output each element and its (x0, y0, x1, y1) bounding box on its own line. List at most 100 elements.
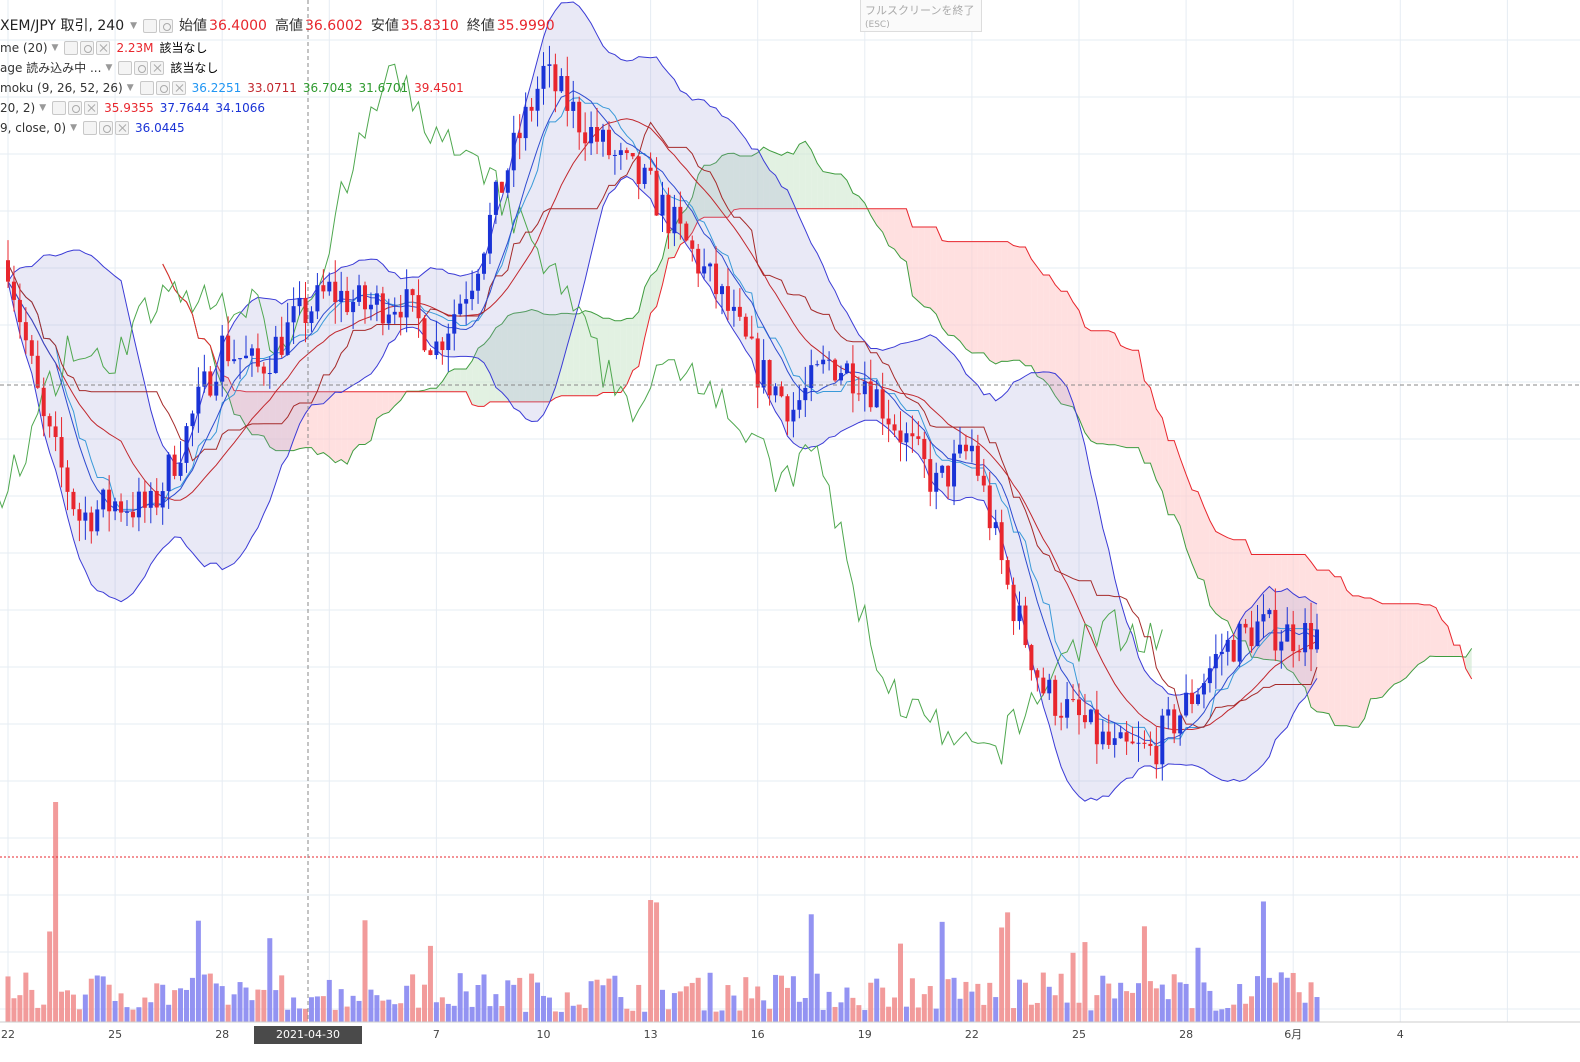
candle-body (374, 293, 379, 305)
chevron-down-icon[interactable]: ▼ (51, 43, 59, 53)
volume-bar (814, 973, 820, 1022)
legend-symbol[interactable]: XEM/JPY 取引, 240 (0, 18, 125, 34)
eye-icon[interactable] (139, 81, 154, 95)
candle-body (470, 290, 475, 300)
candle-body (95, 509, 100, 532)
candle-body (166, 454, 171, 492)
gear-icon[interactable] (159, 19, 174, 33)
volume-bar (1260, 901, 1266, 1022)
ichimoku-cloud (263, 391, 270, 447)
volume-bar (838, 1002, 844, 1022)
close-icon[interactable] (171, 81, 186, 95)
chevron-down-icon[interactable]: ▼ (70, 123, 78, 133)
eye-icon[interactable] (118, 61, 133, 75)
candle-body (648, 167, 653, 171)
volume-bar (939, 921, 945, 1022)
candle-body (684, 223, 689, 241)
gear-icon[interactable] (134, 61, 149, 75)
chevron-down-icon[interactable]: ▼ (126, 83, 134, 93)
volume-bar (1136, 983, 1141, 1022)
candle-body (833, 359, 838, 381)
candle-body (41, 387, 46, 417)
close-icon[interactable] (150, 61, 165, 75)
gear-icon[interactable] (155, 81, 170, 95)
volume-bar (523, 1011, 529, 1022)
candle-body (130, 511, 135, 518)
ichimoku-cloud (1424, 604, 1431, 662)
volume-bar (505, 980, 511, 1022)
volume-bar (1153, 988, 1159, 1022)
bollinger-name[interactable]: 20, 2) (0, 101, 36, 115)
chevron-down-icon[interactable]: ▼ (105, 63, 113, 73)
candle-body (725, 286, 730, 311)
ichimoku-cloud (430, 388, 437, 392)
volume-bar (41, 1004, 47, 1022)
gear-icon[interactable] (99, 121, 114, 135)
eye-icon[interactable] (83, 121, 98, 135)
gear-icon[interactable] (68, 101, 83, 115)
candle-body (208, 371, 213, 396)
chevron-down-icon[interactable]: ▼ (39, 103, 47, 113)
volume-bar (868, 982, 874, 1022)
candle-body (386, 314, 391, 324)
ichimoku-cloud (1013, 245, 1020, 361)
volume-bar (499, 1006, 505, 1022)
eye-icon[interactable] (64, 41, 79, 55)
volume-bar (731, 995, 737, 1022)
volume-bar (1302, 1002, 1308, 1022)
volume-bar (23, 972, 29, 1022)
candle-body (1237, 623, 1242, 662)
candle-body (517, 132, 522, 139)
eye-icon[interactable] (143, 19, 158, 33)
bollinger-band-fill (8, 2, 1317, 802)
volume-name[interactable]: me (20) (0, 41, 48, 55)
volume-bar (1231, 1004, 1237, 1022)
candle-body (577, 101, 582, 133)
volume-bar (558, 1011, 564, 1022)
volume-bar (344, 1006, 350, 1022)
ichimoku-cloud (971, 241, 978, 353)
volume-bar (594, 979, 600, 1022)
close-icon[interactable] (84, 101, 99, 115)
candle-body (1130, 741, 1135, 744)
ichimoku-cloud (692, 174, 699, 233)
ma-name[interactable]: 9, close, 0) (0, 121, 67, 135)
volume-bar (1308, 982, 1314, 1022)
candle-body (1297, 651, 1302, 653)
close-icon[interactable] (115, 121, 130, 135)
ichimoku-name[interactable]: moku (9, 26, 52, 26) (0, 81, 123, 95)
ichimoku-cloud (460, 369, 467, 392)
candle-body (1243, 623, 1248, 628)
candle-body (535, 88, 540, 111)
eye-icon[interactable] (52, 101, 67, 115)
chevron-down-icon[interactable]: ▼ (130, 21, 138, 31)
close-icon[interactable] (96, 41, 111, 55)
ichimoku-cloud (531, 309, 538, 402)
gear-icon[interactable] (80, 41, 95, 55)
candle-body (636, 156, 641, 185)
candle-body (1005, 560, 1010, 585)
candle-body (880, 389, 885, 419)
ichimoku-cloud (1037, 266, 1044, 380)
ichimoku-cloud (603, 318, 609, 393)
ichimoku-cloud (882, 208, 889, 246)
volume-bar (1052, 995, 1058, 1022)
fullscreen-exit-tooltip: フルスクリーンを終了 (ESC) (860, 0, 982, 32)
ichimoku-cloud (948, 241, 955, 336)
average-name[interactable]: age 読み込み中 ... (0, 61, 102, 75)
volume-bar (576, 1004, 582, 1022)
candle-body (1071, 699, 1076, 701)
candle-body (963, 444, 968, 452)
volume-bar (148, 1002, 154, 1022)
ichimoku-cloud (668, 227, 675, 259)
ichimoku-cloud (234, 390, 241, 416)
ichimoku-cloud (751, 152, 758, 209)
ichimoku-cloud (299, 391, 306, 449)
candle-body (285, 322, 290, 355)
volume-bar (636, 984, 642, 1022)
candle-body (107, 489, 112, 512)
candle-body (612, 154, 617, 156)
ichimoku-cloud (1079, 310, 1085, 433)
volume-bar (1130, 992, 1136, 1022)
